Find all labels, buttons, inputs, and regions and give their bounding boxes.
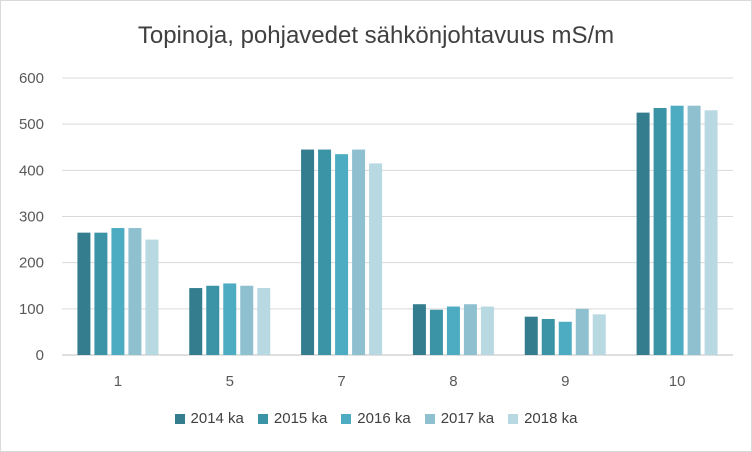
- legend-item: 2016 ka: [341, 410, 411, 427]
- bar: [524, 316, 538, 355]
- y-tick-label: 300: [19, 209, 44, 226]
- x-tick-label: 8: [449, 373, 457, 390]
- x-tick-label: 1: [114, 373, 122, 390]
- bar: [541, 318, 555, 355]
- legend-swatch: [257, 413, 268, 424]
- bar: [412, 304, 426, 355]
- chart-title: Topinoja, pohjavedet sähkönjohtavuus mS/…: [137, 22, 615, 49]
- bar: [257, 288, 271, 355]
- bar: [128, 228, 142, 355]
- bar: [369, 163, 383, 355]
- y-tick-label: 500: [19, 116, 44, 133]
- y-tick-label: 400: [19, 162, 44, 179]
- bar: [145, 239, 159, 355]
- legend-item: 2018 ka: [508, 410, 577, 427]
- legend-item: 2015 ka: [257, 410, 328, 427]
- y-tick-label: 600: [19, 70, 44, 87]
- legend-swatch: [341, 413, 352, 424]
- y-tick-label: 0: [36, 347, 44, 364]
- legend-item: 2014 ka: [174, 410, 244, 427]
- legend-swatch: [508, 413, 519, 424]
- bar: [318, 149, 332, 355]
- legend-swatch: [424, 413, 435, 424]
- legend-label: 2014 ka: [190, 410, 244, 427]
- bar: [352, 149, 366, 355]
- y-tick-label: 100: [19, 301, 44, 318]
- bar: [463, 304, 477, 355]
- bar: [480, 306, 494, 355]
- bar: [653, 108, 667, 355]
- x-tick-label: 5: [226, 373, 234, 390]
- bar: [592, 314, 606, 355]
- legend-label: 2015 ka: [273, 410, 328, 427]
- x-tick-label: 7: [337, 373, 345, 390]
- legend-label: 2018 ka: [524, 410, 578, 427]
- bar: [189, 288, 203, 355]
- bar: [687, 105, 701, 355]
- chart-legend: 2014 ka 2015 ka 2016 ka 2017 ka 2018 ka: [0, 410, 752, 427]
- bar: [636, 112, 650, 355]
- bar: [94, 232, 108, 355]
- bar: [240, 285, 254, 355]
- x-tick-label: 10: [669, 373, 686, 390]
- legend-label: 2016 ka: [357, 410, 411, 427]
- bar: [206, 285, 220, 355]
- legend-swatch: [174, 413, 185, 424]
- bar: [429, 309, 443, 355]
- y-tick-label: 200: [19, 255, 44, 272]
- bar: [111, 228, 125, 355]
- bar: [704, 110, 718, 355]
- bar: [446, 306, 460, 355]
- bar: [335, 154, 349, 355]
- bar: [558, 321, 572, 355]
- bar: [77, 232, 91, 355]
- bar: [575, 308, 589, 355]
- legend-label: 2017 ka: [440, 410, 495, 427]
- bar: [670, 105, 684, 355]
- bar: [223, 283, 237, 355]
- bar: [301, 149, 315, 355]
- x-tick-label: 9: [561, 373, 569, 390]
- legend-item: 2017 ka: [424, 410, 495, 427]
